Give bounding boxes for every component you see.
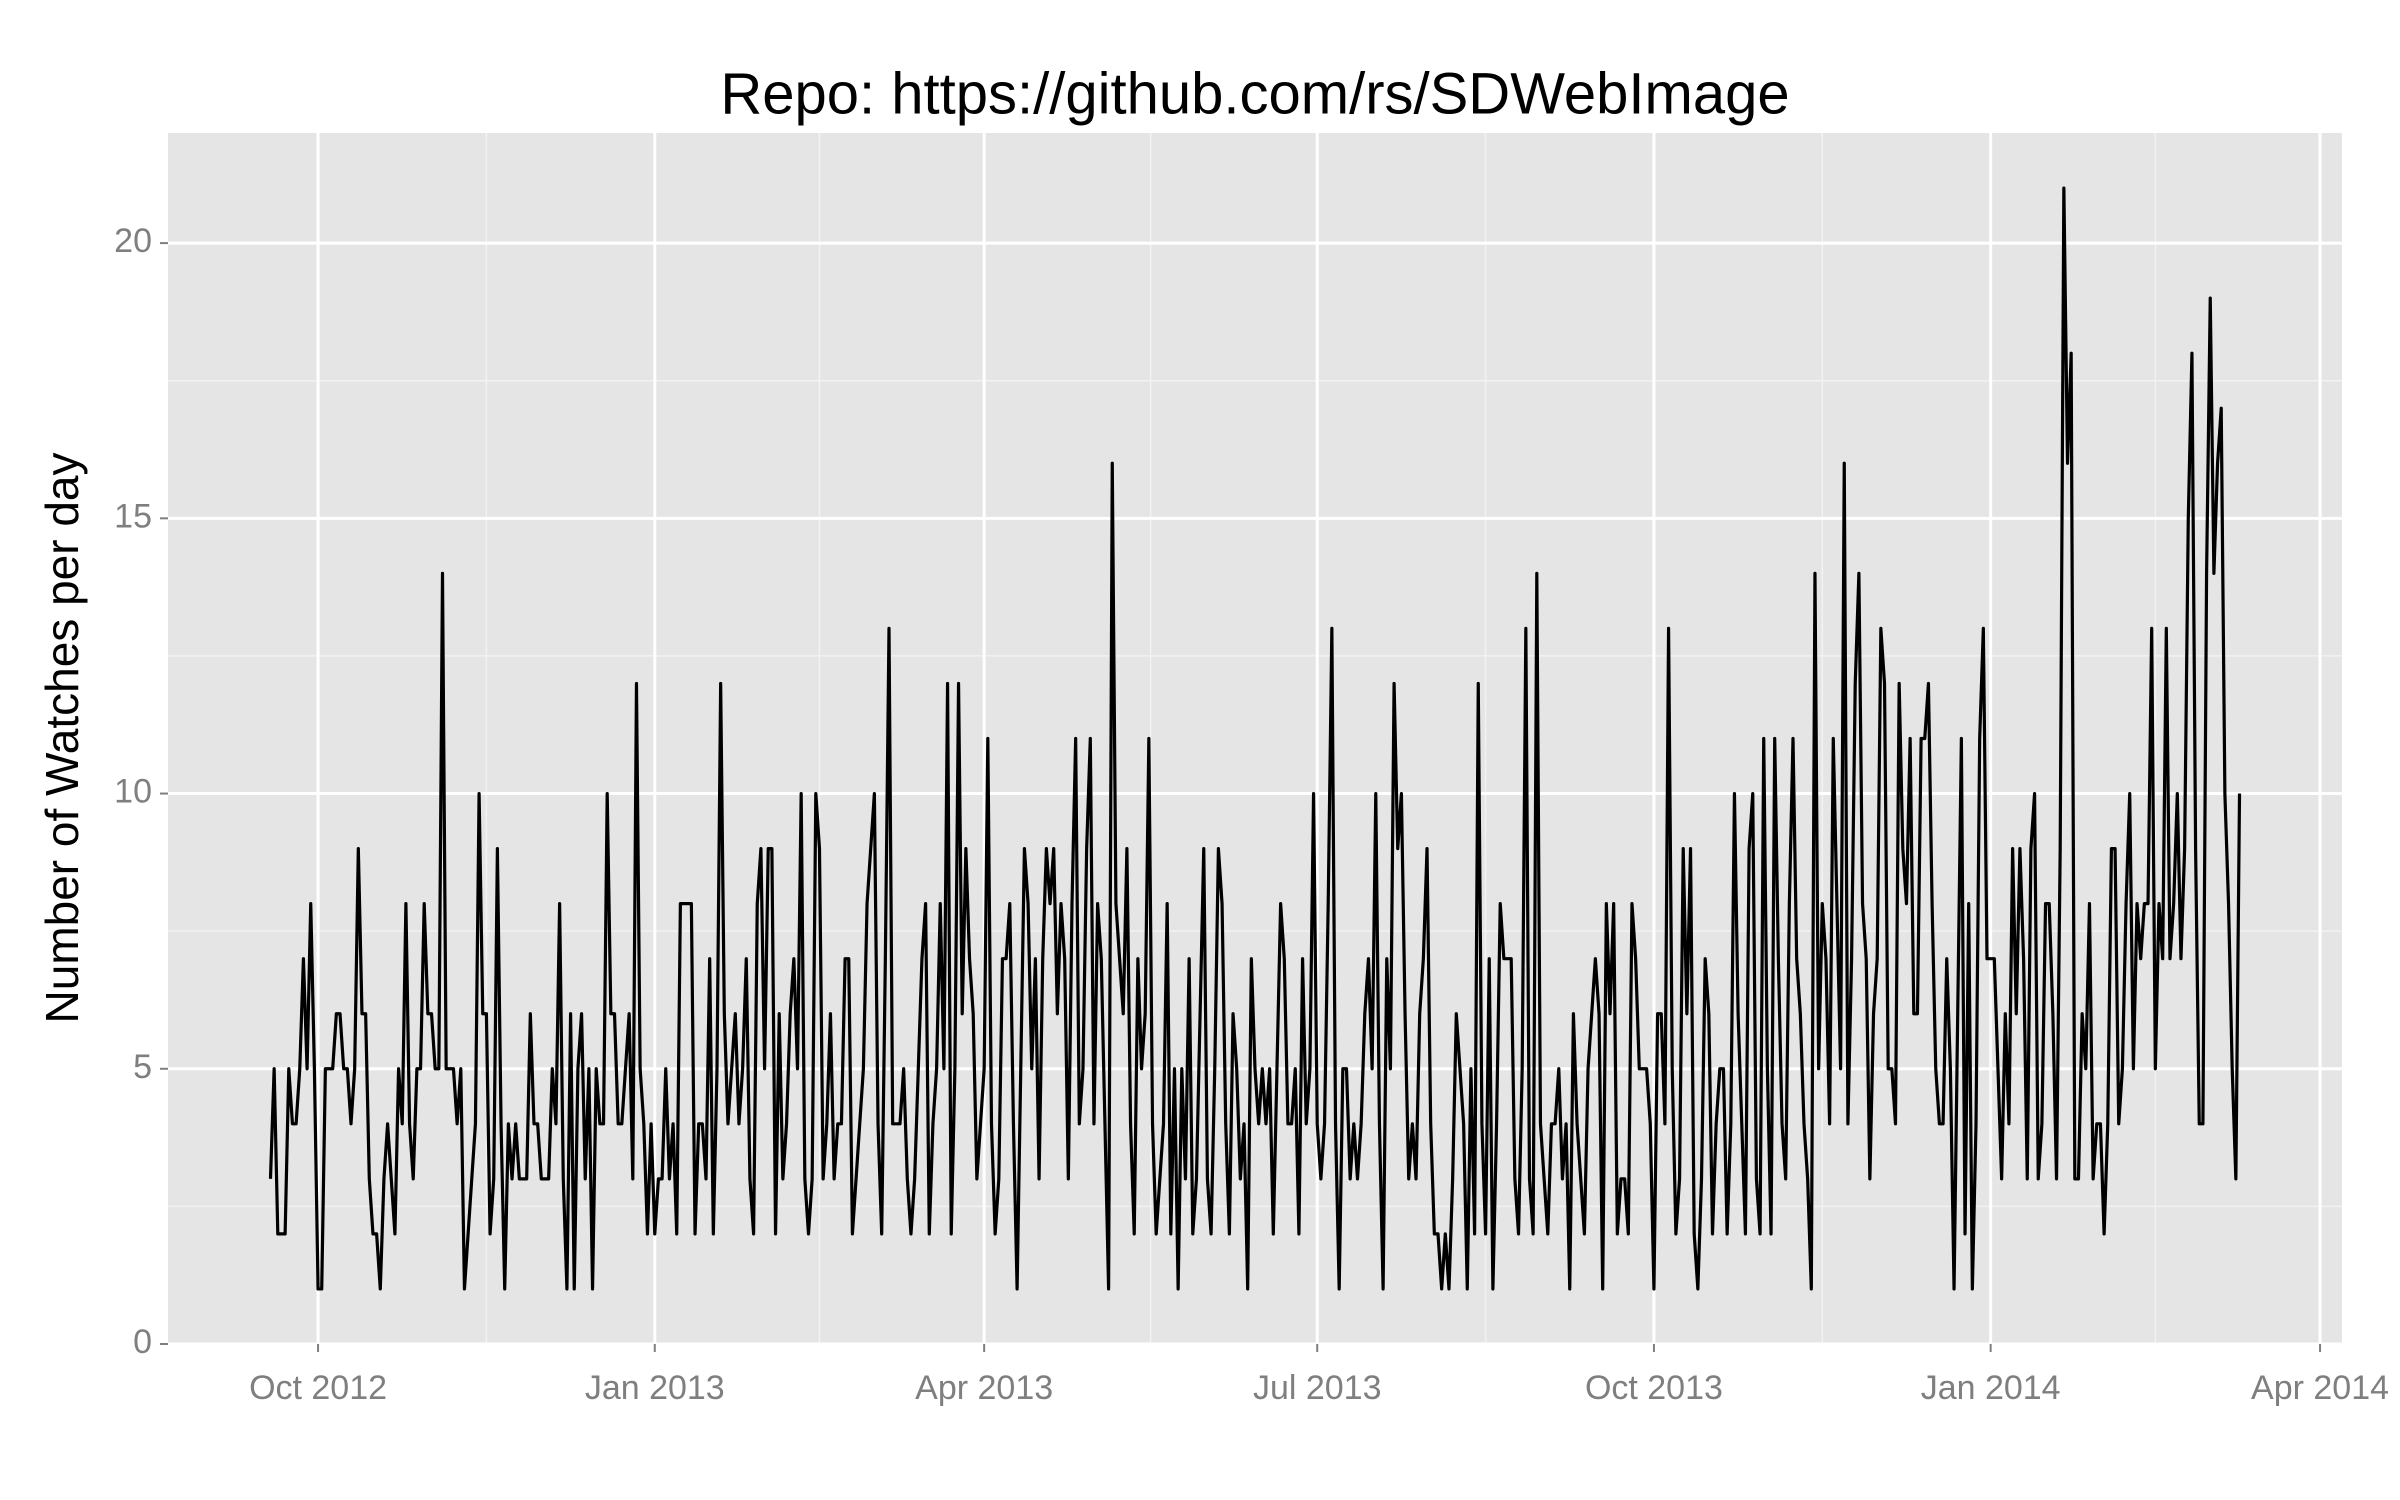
y-axis-label: Number of Watches per day (36, 453, 88, 1024)
x-tick-label: Apr 2014 (2251, 1369, 2389, 1407)
data-line (268, 186, 2242, 1291)
x-tick-label: Jan 2013 (585, 1369, 725, 1407)
y-tick-label: 20 (114, 222, 152, 260)
x-tick-label: Jan 2014 (1921, 1369, 2061, 1407)
x-tick-label: Apr 2013 (915, 1369, 1053, 1407)
x-tick-label: Oct 2012 (249, 1369, 387, 1407)
y-tick-label: 0 (133, 1323, 152, 1361)
y-tick-label: 5 (133, 1048, 152, 1086)
y-tick-label: 10 (114, 773, 152, 811)
chart-title: Repo: https://github.com/rs/SDWebImage (720, 61, 1789, 126)
y-tick-label: 15 (114, 497, 152, 535)
x-tick-label: Jul 2013 (1253, 1369, 1382, 1407)
x-tick-label: Oct 2013 (1585, 1369, 1723, 1407)
